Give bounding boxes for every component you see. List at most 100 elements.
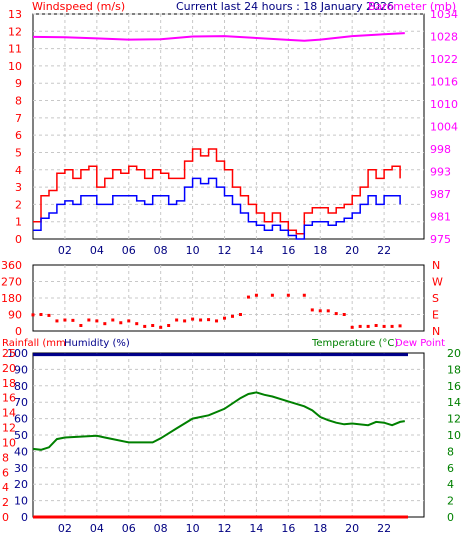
direction-point bbox=[143, 324, 147, 328]
wind-tick-label: 13 bbox=[8, 8, 22, 21]
direction-point bbox=[103, 322, 107, 326]
direction-point bbox=[79, 324, 83, 327]
wind-tick-label: 6 bbox=[15, 129, 22, 142]
direction-point bbox=[55, 319, 59, 323]
temperature-tick-label: 2 bbox=[447, 495, 454, 508]
direction-point bbox=[95, 319, 99, 323]
hour-tick-label: 22 bbox=[377, 244, 391, 257]
barometer-tick-label: 1010 bbox=[430, 98, 458, 111]
wind-tick-label: 8 bbox=[15, 95, 22, 108]
wind-tick-label: 7 bbox=[15, 112, 22, 125]
barometer-tick-label: 1016 bbox=[430, 76, 458, 89]
humidity-tick-label: 10 bbox=[14, 495, 28, 508]
rainfall-axis-title: Rainfall (mm bbox=[2, 338, 66, 349]
axis-layer: 0123456789101112139759819879939981004101… bbox=[1, 8, 461, 535]
direction-point bbox=[127, 319, 131, 323]
direction-point bbox=[199, 318, 203, 322]
rainfall-tick-label: 4 bbox=[2, 481, 9, 494]
rainfall-tick-label: 14 bbox=[2, 407, 16, 420]
direction-point bbox=[374, 324, 378, 327]
humidity-tick-label: 100 bbox=[7, 347, 28, 360]
hour-tick-label: 20 bbox=[345, 244, 359, 257]
direction-point bbox=[135, 322, 139, 326]
rainfall-tick-label: 20 bbox=[2, 362, 16, 375]
wind-tick-label: 2 bbox=[15, 198, 22, 211]
barometer-axis-title: Barometer (mb) bbox=[368, 0, 456, 13]
hour-tick-label: 14 bbox=[249, 522, 263, 535]
rainfall-tick-label: 25 bbox=[2, 347, 16, 360]
direction-point bbox=[191, 317, 195, 321]
direction-point bbox=[230, 314, 234, 318]
rainfall-tick-label: 8 bbox=[2, 451, 9, 464]
rainfall-tick-label: 2 bbox=[2, 496, 9, 509]
temperature-series-line bbox=[32, 391, 405, 451]
rainfall-tick-label: 18 bbox=[2, 377, 16, 390]
barometer-tick-label: 981 bbox=[430, 211, 451, 224]
direction-point bbox=[246, 295, 250, 299]
grid-layer bbox=[33, 13, 424, 517]
direction-point bbox=[47, 313, 51, 317]
temperature-tick-label: 18 bbox=[447, 363, 461, 376]
temperature-tick-label: 4 bbox=[447, 478, 454, 491]
hour-tick-label: 12 bbox=[218, 522, 232, 535]
windspeed-axis-title: Windspeed (m/s) bbox=[32, 0, 125, 13]
series-layer bbox=[31, 32, 408, 519]
temperature-tick-label: 6 bbox=[447, 462, 454, 475]
direction-point bbox=[183, 319, 187, 323]
wind-series-line bbox=[33, 177, 401, 240]
rainfall-tick-label: 6 bbox=[2, 466, 9, 479]
temperature-tick-label: 0 bbox=[447, 511, 454, 524]
direction-point bbox=[87, 318, 91, 322]
dew-point-axis-title: Dew Point bbox=[395, 338, 445, 349]
compass-tick-label: N bbox=[432, 325, 440, 338]
direction-point bbox=[334, 312, 338, 316]
hour-tick-label: 04 bbox=[90, 244, 104, 257]
direction-point bbox=[254, 293, 258, 297]
direction-tick-label: 270 bbox=[1, 276, 22, 289]
hour-tick-label: 06 bbox=[122, 244, 136, 257]
hour-tick-label: 20 bbox=[345, 522, 359, 535]
barometer-tick-label: 998 bbox=[430, 143, 451, 156]
hour-tick-label: 16 bbox=[281, 522, 295, 535]
barometer-tick-label: 975 bbox=[430, 233, 451, 246]
temperature-tick-label: 20 bbox=[447, 347, 461, 360]
compass-tick-label: E bbox=[432, 309, 439, 322]
direction-point bbox=[151, 324, 155, 327]
direction-point bbox=[39, 313, 43, 316]
temperature-tick-label: 12 bbox=[447, 413, 461, 426]
temperature-axis-title: Temperature (°C) bbox=[311, 338, 398, 349]
direction-point bbox=[366, 324, 370, 328]
direction-tick-label: 0 bbox=[15, 325, 22, 338]
humidity-tick-label: 0 bbox=[21, 511, 28, 524]
direction-point bbox=[31, 313, 35, 317]
barometer-tick-label: 987 bbox=[430, 188, 451, 201]
barometer-series-line bbox=[32, 32, 405, 42]
wind-tick-label: 9 bbox=[15, 77, 22, 90]
humidity-tick-label: 60 bbox=[14, 413, 28, 426]
direction-point bbox=[270, 293, 274, 297]
hour-tick-label: 18 bbox=[313, 244, 327, 257]
humidity-tick-label: 30 bbox=[14, 462, 28, 475]
temperature-tick-label: 8 bbox=[447, 445, 454, 458]
barometer-tick-label: 1034 bbox=[430, 8, 458, 21]
direction-point bbox=[159, 325, 163, 329]
direction-point bbox=[358, 324, 362, 328]
temperature-tick-label: 14 bbox=[447, 396, 461, 409]
temperature-tick-label: 10 bbox=[447, 429, 461, 442]
direction-point bbox=[119, 321, 123, 325]
hour-tick-label: 10 bbox=[186, 244, 200, 257]
direction-point bbox=[286, 293, 290, 297]
direction-point bbox=[223, 316, 227, 320]
rainfall-tick-label: 12 bbox=[2, 422, 16, 435]
compass-tick-label: S bbox=[432, 292, 439, 305]
humidity-tick-label: 40 bbox=[14, 445, 28, 458]
direction-point bbox=[167, 324, 171, 327]
humidity-tick-label: 80 bbox=[14, 380, 28, 393]
barometer-tick-label: 1004 bbox=[430, 121, 458, 134]
hour-tick-label: 22 bbox=[377, 522, 391, 535]
wind-tick-label: 1 bbox=[15, 216, 22, 229]
direction-point bbox=[175, 318, 179, 322]
direction-point bbox=[310, 308, 314, 312]
wind-tick-label: 0 bbox=[15, 233, 22, 246]
